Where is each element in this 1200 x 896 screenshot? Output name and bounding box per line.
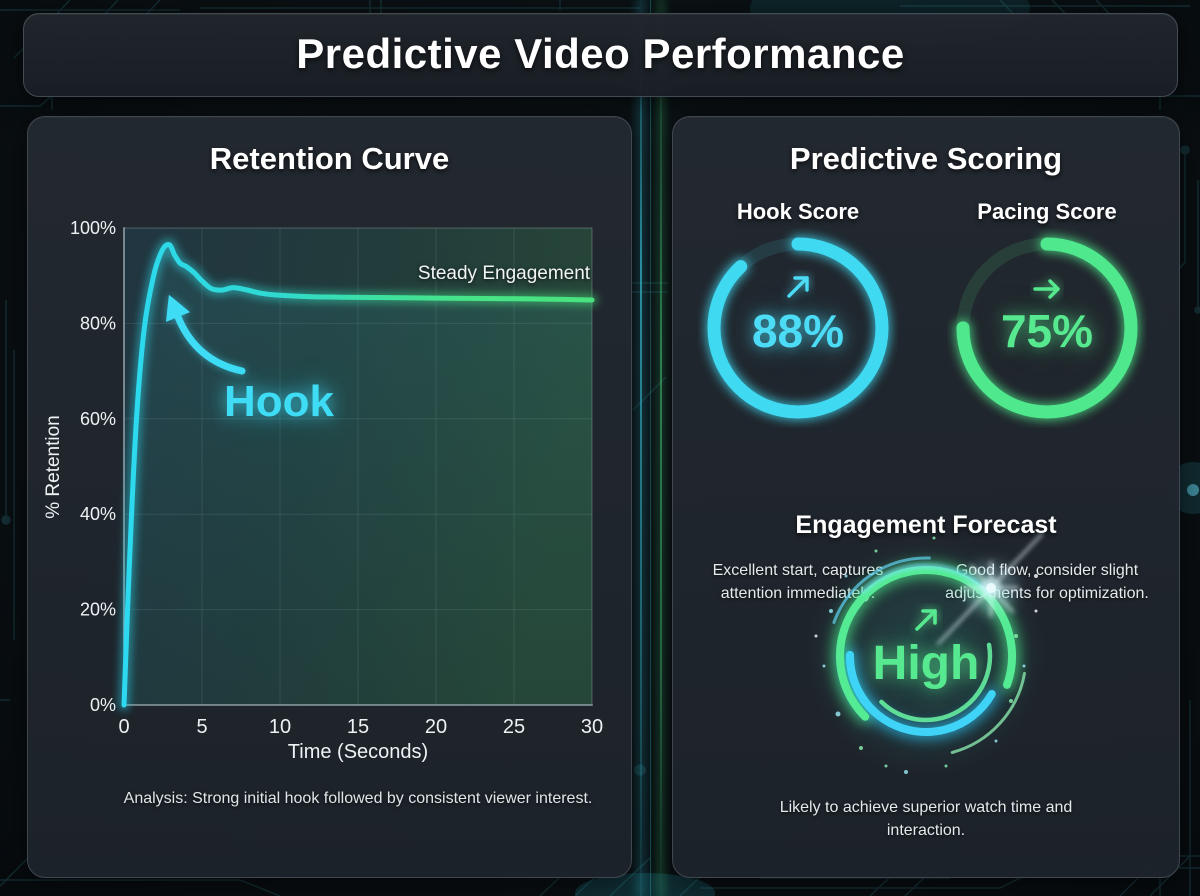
scoring-title: Predictive Scoring [789, 141, 1063, 176]
divider-glow-cyan [640, 0, 642, 896]
y-axis-title: % Retention [43, 415, 64, 519]
trend-up-icon [787, 276, 809, 298]
divider-glow-cyan-faint [650, 0, 651, 896]
retention-panel: Retention Curve [27, 116, 632, 878]
svg-text:100%: 100% [70, 218, 116, 238]
particle-dots [814, 536, 1038, 774]
page-title: Predictive Video Performance [296, 30, 905, 77]
x-axis-title: Time (Seconds) [287, 741, 429, 763]
svg-text:0%: 0% [90, 695, 116, 715]
svg-text:20: 20 [425, 716, 447, 738]
page-title-bar: Predictive Video Performance [23, 13, 1178, 97]
hook-score-value: 88% [751, 305, 845, 357]
hook-arrow [166, 294, 246, 375]
scoring-panel: Predictive Scoring Hook Score Pacing Sco… [672, 116, 1180, 878]
retention-title: Retention Curve [209, 141, 450, 176]
forecast-description: Likely to achieve superior watch time an… [779, 799, 1073, 839]
forecast-value: High [872, 637, 980, 690]
retention-analysis-text: Analysis: Strong initial hook followed b… [123, 790, 593, 807]
svg-text:5: 5 [196, 716, 207, 738]
steady-engagement-annotation: Steady Engagement [417, 263, 591, 284]
pacing-score-label: Pacing Score [977, 199, 1117, 224]
hook-annotation: Hook [224, 377, 334, 426]
forecast-trend-up-icon [915, 609, 937, 631]
svg-text:25: 25 [503, 716, 525, 738]
sparkle-icon [937, 533, 1043, 645]
trend-right-icon [1033, 279, 1060, 299]
svg-text:15: 15 [347, 716, 369, 738]
retention-chart: 0 5 10 15 20 25 30 100% 80% 60% 40% 20% 0% [70, 218, 603, 738]
hook-score-ring [705, 235, 891, 421]
svg-text:20%: 20% [80, 600, 116, 620]
svg-text:80%: 80% [80, 313, 116, 333]
svg-text:10: 10 [269, 716, 291, 738]
hook-score-label: Hook Score [736, 199, 860, 224]
svg-text:40%: 40% [80, 504, 116, 524]
divider-glow-green [660, 0, 662, 896]
forecast-title: Engagement Forecast [795, 511, 1057, 539]
forecast-swirl-ring [806, 533, 1046, 776]
pacing-score-value: 75% [1000, 305, 1094, 357]
pacing-score-ring [954, 235, 1140, 421]
svg-text:30: 30 [581, 716, 603, 738]
svg-text:0: 0 [118, 716, 129, 738]
svg-text:60%: 60% [80, 409, 116, 429]
